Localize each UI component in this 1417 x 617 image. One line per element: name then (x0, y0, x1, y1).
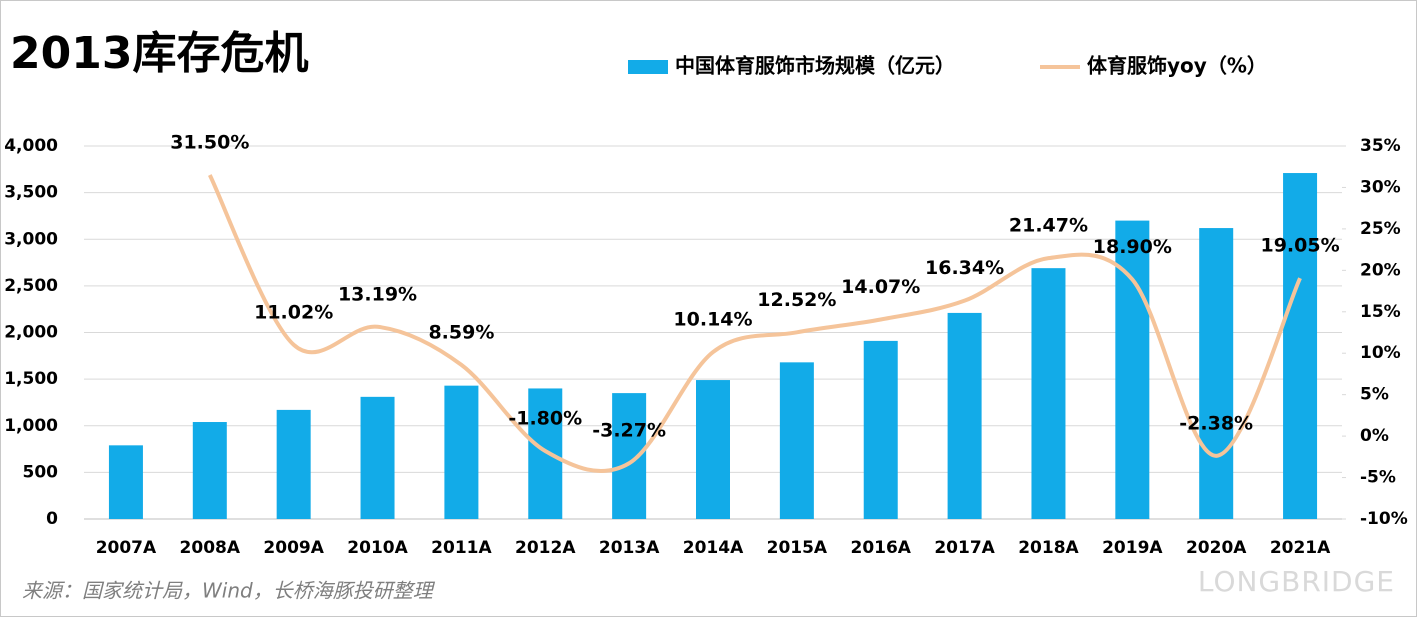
x-tick-label: 2011A (431, 538, 492, 558)
data-label: -2.38% (1179, 412, 1253, 434)
line (208, 174, 1302, 473)
data-label: -3.27% (592, 420, 666, 442)
bar (276, 409, 311, 519)
bar (444, 385, 479, 519)
bar (696, 380, 730, 519)
data-label: 8.59% (428, 321, 494, 343)
x-tick-label: 2010A (347, 538, 408, 558)
x-tick-label: 2016A (850, 538, 911, 558)
y2-tick-label: -10% (1360, 509, 1408, 529)
data-label: 16.34% (925, 257, 1004, 279)
y-tick-label: 500 (23, 462, 59, 482)
x-tick-label: 2020A (1186, 538, 1247, 558)
x-tick-label: 2018A (1018, 538, 1079, 558)
chart-title: 2013库存危机 (10, 28, 308, 79)
x-tick-label: 2009A (263, 538, 324, 558)
bar (779, 362, 814, 519)
y-tick-label: 3,000 (4, 229, 58, 249)
bar (108, 445, 143, 519)
data-label: 19.05% (1260, 235, 1339, 257)
y-tick-label: 2,500 (4, 276, 58, 296)
y2-tick-label: 0% (1360, 426, 1389, 446)
y-tick-label: 3,500 (4, 183, 58, 203)
x-tick-label: 2012A (515, 538, 576, 558)
y-tick-label: 4,000 (4, 136, 58, 156)
y2-tick-label: 20% (1360, 260, 1401, 280)
data-label: 21.47% (1009, 215, 1088, 237)
data-label: 11.02% (254, 301, 333, 323)
bar (1031, 268, 1066, 519)
y2-tick-label: 30% (1360, 177, 1401, 197)
data-label: 14.07% (841, 276, 920, 298)
y2-tick-label: 15% (1360, 302, 1401, 322)
y-tick-label: 1,500 (4, 369, 58, 389)
x-tick-label: 2021A (1270, 538, 1331, 558)
bar (528, 388, 563, 519)
x-tick-label: 2007A (96, 538, 157, 558)
x-tick-label: 2013A (599, 538, 660, 558)
x-tick-label: 2008A (180, 538, 241, 558)
y-tick-label: 1,000 (4, 416, 58, 436)
y-tick-label: 0 (46, 509, 58, 529)
bar (1283, 173, 1318, 520)
watermark: LONGBRIDGE (1198, 565, 1395, 598)
y2-tick-label: 35% (1360, 136, 1401, 156)
legend-label: 中国体育服饰市场规模（亿元） (675, 54, 955, 78)
source-note: 来源：国家统计局，Wind，长桥海豚投研整理 (22, 579, 436, 603)
legend-swatch (628, 60, 668, 74)
y2-tick-label: -5% (1360, 468, 1396, 488)
y2-tick-label: 25% (1360, 219, 1401, 239)
x-tick-label: 2015A (767, 538, 828, 558)
bar (360, 396, 395, 519)
x-tick-label: 2017A (934, 538, 995, 558)
bar (1199, 228, 1234, 519)
y-tick-label: 2,000 (4, 323, 58, 343)
legend-label: 体育服饰yoy（%） (1087, 54, 1267, 78)
data-label: 13.19% (338, 283, 417, 305)
x-tick-label: 2014A (683, 538, 744, 558)
y2-tick-label: 10% (1360, 343, 1401, 363)
data-label: 12.52% (757, 289, 836, 311)
data-label: 31.50% (170, 132, 249, 154)
bar (947, 312, 982, 519)
data-label: 10.14% (673, 309, 752, 331)
data-label: 18.90% (1093, 236, 1172, 258)
bar (863, 340, 898, 519)
bar (192, 422, 227, 519)
bar (612, 393, 647, 519)
x-tick-label: 2019A (1102, 538, 1163, 558)
data-label: -1.80% (508, 408, 582, 430)
y2-tick-label: 5% (1360, 385, 1389, 405)
